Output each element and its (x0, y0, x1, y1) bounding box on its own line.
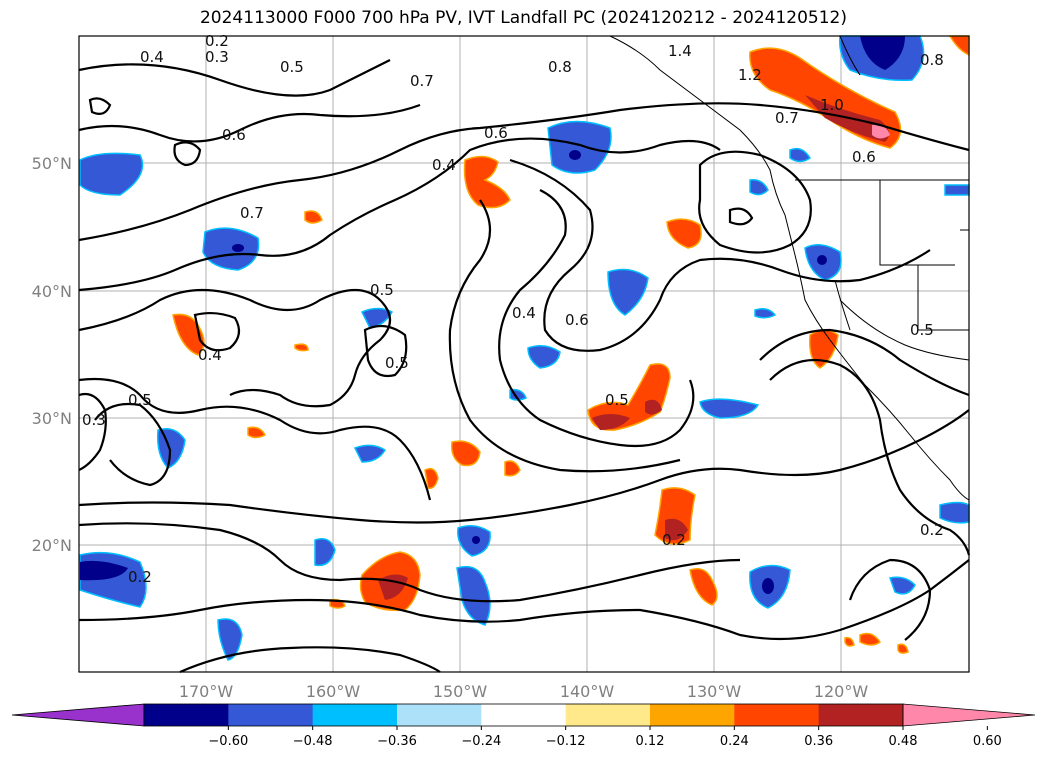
contour-labels: 0.2 0.3 0.4 0.5 0.6 0.7 0.8 1.0 1.2 1.4 … (82, 32, 944, 586)
colorbar-segment (144, 704, 229, 726)
contour-label: 0.4 (140, 48, 164, 66)
colorbar-segment (397, 704, 482, 726)
colorbar-tick-label: −0.48 (293, 734, 333, 749)
figure-title: 2024113000 F000 700 hPa PV, IVT Landfall… (199, 8, 847, 28)
longitude-labels: 170°W 160°W 150°W 140°W 130°W 120°W (179, 682, 869, 701)
colorbar (11, 703, 1036, 727)
colorbar-tick-label: 0.48 (889, 734, 918, 749)
lat-label: 30°N (32, 409, 72, 428)
lon-label: 150°W (433, 682, 488, 701)
lon-label: 170°W (179, 682, 234, 701)
colorbar-segment (734, 704, 820, 726)
contour-label: 0.7 (410, 72, 434, 90)
colorbar-border (143, 703, 904, 727)
contour-label: 0.8 (920, 51, 944, 69)
contour-label: 0.6 (222, 126, 246, 144)
lon-label: 160°W (306, 682, 361, 701)
contour-label: 1.4 (668, 42, 692, 60)
colorbar-tick-label: 0.60 (973, 734, 1002, 749)
colorbar-segment (312, 704, 398, 726)
contour-label: 0.7 (240, 204, 264, 222)
lat-label: 40°N (32, 282, 72, 301)
graticule (79, 36, 969, 672)
colorbar-segment (565, 704, 651, 726)
contour-label: 0.2 (920, 521, 944, 539)
colorbar-tick-label: −0.36 (377, 734, 417, 749)
colorbar-segment (481, 704, 567, 726)
contour-label: 0.7 (775, 109, 799, 127)
coastlines (609, 35, 970, 501)
map-border (78, 35, 970, 673)
colorbar-tick-label: 0.12 (636, 734, 665, 749)
contour-label: 0.5 (128, 391, 152, 409)
contour-label: 1.2 (738, 66, 762, 84)
colorbar-segment (650, 704, 735, 726)
lon-label: 130°W (687, 682, 742, 701)
colorbar-segment (228, 704, 314, 726)
contour-label: 0.4 (512, 304, 536, 322)
contour-label: 0.5 (370, 281, 394, 299)
contour-label: 0.6 (484, 124, 508, 142)
lon-label: 120°W (814, 682, 869, 701)
contour-label: 0.5 (910, 321, 934, 339)
contour-label: 0.2 (128, 568, 152, 586)
contour-label: 0.3 (82, 411, 106, 429)
contour-label: 0.4 (198, 346, 222, 364)
contour-label: 0.2 (662, 531, 686, 549)
colorbar-segment (818, 704, 904, 726)
contour-label: 0.5 (280, 58, 304, 76)
contour-label: 0.5 (605, 391, 629, 409)
colorbar-tick-label: −0.12 (546, 734, 586, 749)
colorbar-extend-min (11, 703, 145, 727)
lat-label: 50°N (32, 154, 72, 173)
contour-label: 0.4 (432, 156, 456, 174)
contour-label: 0.3 (205, 48, 229, 66)
contour-label: 0.6 (852, 148, 876, 166)
colorbar-tick-label: 0.36 (804, 734, 833, 749)
contour-label: 0.5 (385, 354, 409, 372)
pv-contours (78, 59, 971, 674)
colorbar-tick-label: −0.24 (461, 734, 501, 749)
colorbar-tick-label: 0.24 (720, 734, 749, 749)
latitude-labels: 50°N 40°N 30°N 20°N (32, 154, 72, 555)
colorbar-extend-max (902, 703, 1036, 727)
colorbar-tick-label: −0.60 (208, 734, 248, 749)
lat-label: 20°N (32, 536, 72, 555)
contour-label: 0.6 (565, 311, 589, 329)
contour-label: 1.0 (820, 96, 844, 114)
lon-label: 140°W (560, 682, 615, 701)
colorbar-ticks: −0.60 −0.48 −0.36 −0.24 −0.12 0.12 0.24 0.36 0.4… (208, 726, 1002, 749)
contour-label: 0.8 (548, 58, 572, 76)
